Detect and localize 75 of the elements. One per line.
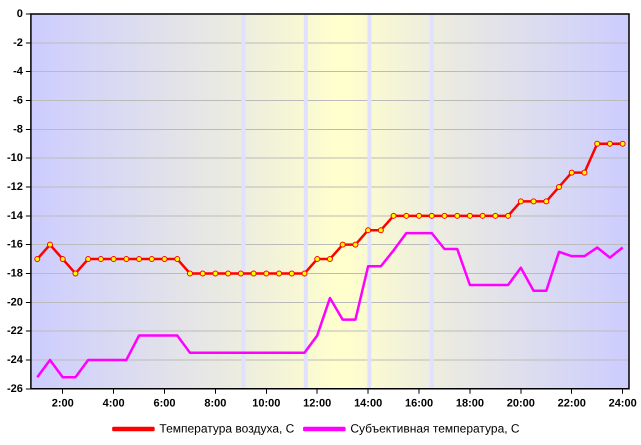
point [250, 270, 257, 276]
point [492, 212, 498, 219]
point [416, 212, 422, 219]
point [581, 170, 588, 176]
point [365, 227, 372, 234]
x-tick-label: 6:00 [154, 397, 176, 410]
point [378, 227, 384, 234]
point [46, 242, 53, 248]
legend-label: Субъективная температура, С [350, 421, 520, 436]
point [212, 270, 218, 276]
point [288, 270, 295, 276]
x-tick-label: 18:00 [456, 397, 484, 410]
y-tick-label: -14 [6, 210, 24, 222]
point [568, 170, 575, 176]
y-tick-label: -6 [13, 94, 23, 107]
x-tick-label: 16:00 [404, 397, 434, 410]
y-tick-label: -4 [13, 66, 24, 78]
point [186, 270, 193, 276]
point [403, 212, 410, 219]
point [530, 198, 537, 204]
point [340, 242, 346, 248]
point [454, 212, 460, 219]
x-tick-label: 2:00 [52, 397, 74, 410]
y-tick-label: -18 [6, 268, 23, 280]
point [594, 140, 600, 147]
y-tick-label: -2 [13, 36, 23, 49]
point [98, 256, 104, 262]
point [34, 256, 40, 262]
y-tick-label: -22 [6, 325, 23, 338]
point [136, 256, 142, 262]
point [162, 256, 168, 262]
point [314, 256, 320, 262]
x-tick-label: 8:00 [204, 397, 226, 410]
point [238, 270, 244, 276]
point [302, 270, 308, 276]
point [556, 184, 562, 190]
point [620, 140, 626, 147]
point [466, 212, 473, 219]
point [72, 270, 78, 276]
point [441, 212, 448, 219]
point [123, 256, 130, 262]
point [174, 256, 180, 262]
y-tick-label: -20 [6, 296, 23, 308]
point [263, 270, 270, 276]
point [480, 212, 486, 219]
y-tick-label: -16 [6, 238, 23, 251]
y-tick-label: -12 [6, 181, 23, 194]
point [148, 256, 155, 262]
point [85, 256, 92, 262]
point [518, 198, 524, 204]
point [276, 270, 282, 276]
point [60, 256, 66, 262]
x-tick-label: 10:00 [252, 397, 280, 410]
y-tick-label: 0 [16, 8, 23, 20]
point [326, 256, 333, 262]
x-tick-label: 22:00 [558, 397, 586, 410]
point [110, 256, 117, 262]
point [352, 242, 358, 248]
y-tick-label: -24 [6, 354, 24, 366]
legend-label: Температура воздуха, С [159, 421, 295, 436]
point [543, 198, 550, 204]
y-tick-label: -10 [6, 152, 23, 164]
y-tick-label: -26 [6, 382, 23, 395]
point [505, 212, 512, 219]
point [200, 270, 206, 276]
x-tick-label: 24:00 [608, 397, 637, 410]
point [390, 212, 397, 219]
x-tick-label: 12:00 [303, 397, 332, 410]
y-tick-label: -8 [13, 123, 23, 136]
point [606, 140, 613, 147]
x-tick-label: 4:00 [102, 397, 125, 410]
x-tick-label: 20:00 [506, 397, 535, 410]
point [225, 270, 232, 276]
x-tick-label: 14:00 [354, 397, 382, 410]
point [428, 212, 435, 219]
